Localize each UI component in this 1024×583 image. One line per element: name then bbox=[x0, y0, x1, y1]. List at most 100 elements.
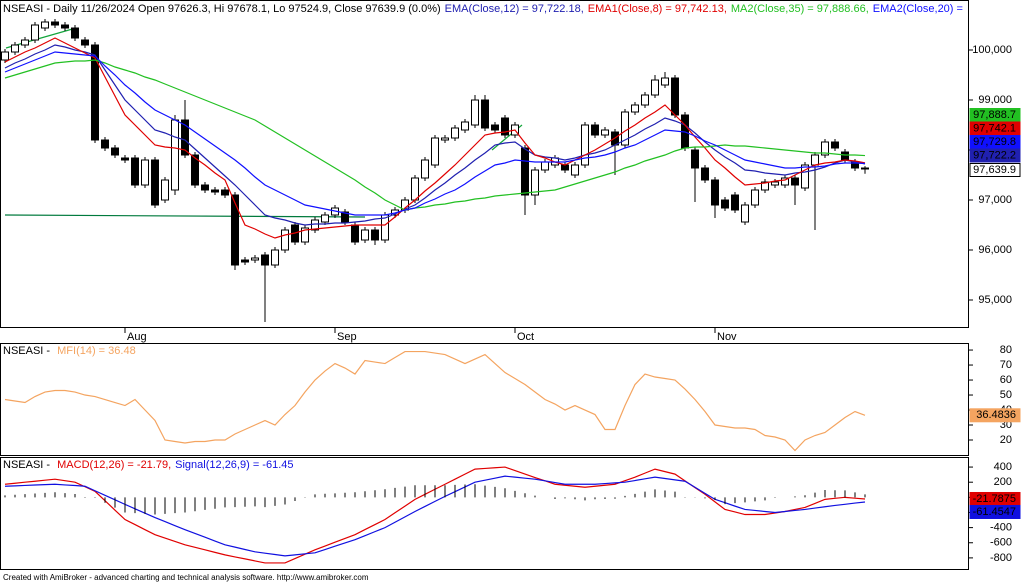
y-tick-label: -400 bbox=[990, 522, 1012, 534]
candle bbox=[521, 145, 529, 215]
candle bbox=[621, 109, 629, 148]
candle-body bbox=[111, 147, 119, 156]
value-box bbox=[969, 148, 1021, 163]
value-box-label: 97,722.2 bbox=[973, 149, 1016, 161]
legend-entry: Signal(12,26,9) = -61.45 bbox=[175, 459, 293, 471]
candle-body bbox=[261, 254, 269, 266]
series-line bbox=[4, 37, 866, 239]
candle bbox=[481, 95, 489, 131]
candle-body bbox=[411, 177, 419, 201]
candle bbox=[631, 102, 639, 115]
candle bbox=[101, 137, 109, 151]
candle-body bbox=[471, 99, 479, 126]
value-box bbox=[969, 408, 1021, 423]
candle-body bbox=[51, 21, 59, 26]
legend-entry: EMA(Close,12) = 97,722.18, bbox=[445, 3, 584, 15]
value-box-label: 97,742.1 bbox=[973, 122, 1016, 134]
candle-body bbox=[161, 179, 169, 201]
candle bbox=[721, 197, 729, 211]
candle bbox=[651, 75, 659, 98]
x-tick-label: Sep bbox=[337, 331, 357, 343]
candle bbox=[711, 177, 719, 218]
candle-body bbox=[71, 27, 79, 39]
price-pane bbox=[0, 0, 969, 328]
candle-body bbox=[841, 151, 849, 161]
candle-body bbox=[571, 164, 579, 176]
macd-pane bbox=[0, 457, 969, 570]
candle-body bbox=[791, 177, 799, 186]
price-header: NSEASI - Daily 11/26/2024 Open 97626.3, … bbox=[3, 3, 963, 15]
candle bbox=[411, 175, 419, 203]
candle-body bbox=[11, 44, 19, 53]
candle-body bbox=[1, 51, 9, 61]
candle-body bbox=[181, 119, 189, 156]
candle-body bbox=[451, 127, 459, 139]
candle-body bbox=[521, 147, 529, 196]
y-tick-label: 60 bbox=[1000, 374, 1012, 386]
candle bbox=[211, 187, 219, 195]
series-line bbox=[4, 350, 866, 452]
value-box-label: -61.4547 bbox=[973, 506, 1016, 518]
candle bbox=[741, 202, 749, 225]
candle-body bbox=[131, 157, 139, 186]
candle bbox=[31, 22, 39, 43]
candle bbox=[121, 155, 129, 163]
series-line bbox=[4, 475, 866, 557]
candle-body bbox=[141, 159, 149, 186]
candle-body bbox=[321, 214, 329, 223]
candle-body bbox=[671, 77, 679, 116]
candle-body bbox=[581, 124, 589, 166]
candle bbox=[11, 42, 19, 55]
candle-body bbox=[561, 164, 569, 171]
candle-body bbox=[351, 224, 359, 243]
candle bbox=[221, 187, 229, 198]
candle bbox=[1, 49, 9, 63]
candle-body bbox=[371, 229, 379, 241]
candle-body bbox=[481, 99, 489, 129]
macd-header: NSEASI - MACD(12,26) = -21.79, Signal(12,… bbox=[3, 459, 294, 471]
value-box-label: 97,888.7 bbox=[973, 109, 1016, 121]
candle bbox=[641, 92, 649, 108]
candle bbox=[161, 177, 169, 203]
candle-body bbox=[811, 154, 819, 166]
candle bbox=[731, 192, 739, 213]
candle-body bbox=[861, 167, 869, 170]
candle bbox=[111, 145, 119, 158]
candle-body bbox=[121, 157, 129, 161]
candle-body bbox=[501, 117, 509, 136]
candle-body bbox=[691, 149, 699, 169]
candle-body bbox=[631, 104, 639, 113]
candle bbox=[301, 225, 309, 245]
candle bbox=[51, 19, 59, 28]
candle-body bbox=[171, 119, 179, 191]
candle bbox=[801, 162, 809, 191]
candle-body bbox=[231, 194, 239, 266]
candle bbox=[821, 139, 829, 158]
candle-body bbox=[301, 227, 309, 243]
candle bbox=[581, 122, 589, 168]
x-tick-label: Oct bbox=[517, 331, 534, 343]
candle bbox=[131, 155, 139, 188]
plot-layer bbox=[1, 19, 869, 564]
candle-body bbox=[341, 211, 349, 223]
y-tick-label: 200 bbox=[994, 476, 1012, 488]
candle-body bbox=[701, 167, 709, 181]
y-tick-label: 20 bbox=[1000, 434, 1012, 446]
candle bbox=[831, 139, 839, 151]
legend-entry: MA2(Close,35) = 97,888.66, bbox=[731, 3, 869, 15]
y-tick-label: 97,000 bbox=[978, 194, 1012, 206]
series-line bbox=[4, 44, 866, 226]
candle-body bbox=[201, 184, 209, 191]
candle-body bbox=[761, 181, 769, 191]
candle bbox=[201, 182, 209, 193]
value-box-label: 36.4836 bbox=[976, 409, 1016, 421]
y-tick-label: 99,000 bbox=[978, 94, 1012, 106]
candle bbox=[341, 209, 349, 225]
y-tick-label: 80 bbox=[1000, 344, 1012, 356]
chart-title: NSEASI - bbox=[3, 345, 53, 357]
candle bbox=[361, 227, 369, 243]
candle-body bbox=[461, 121, 469, 131]
candle-body bbox=[21, 39, 29, 46]
